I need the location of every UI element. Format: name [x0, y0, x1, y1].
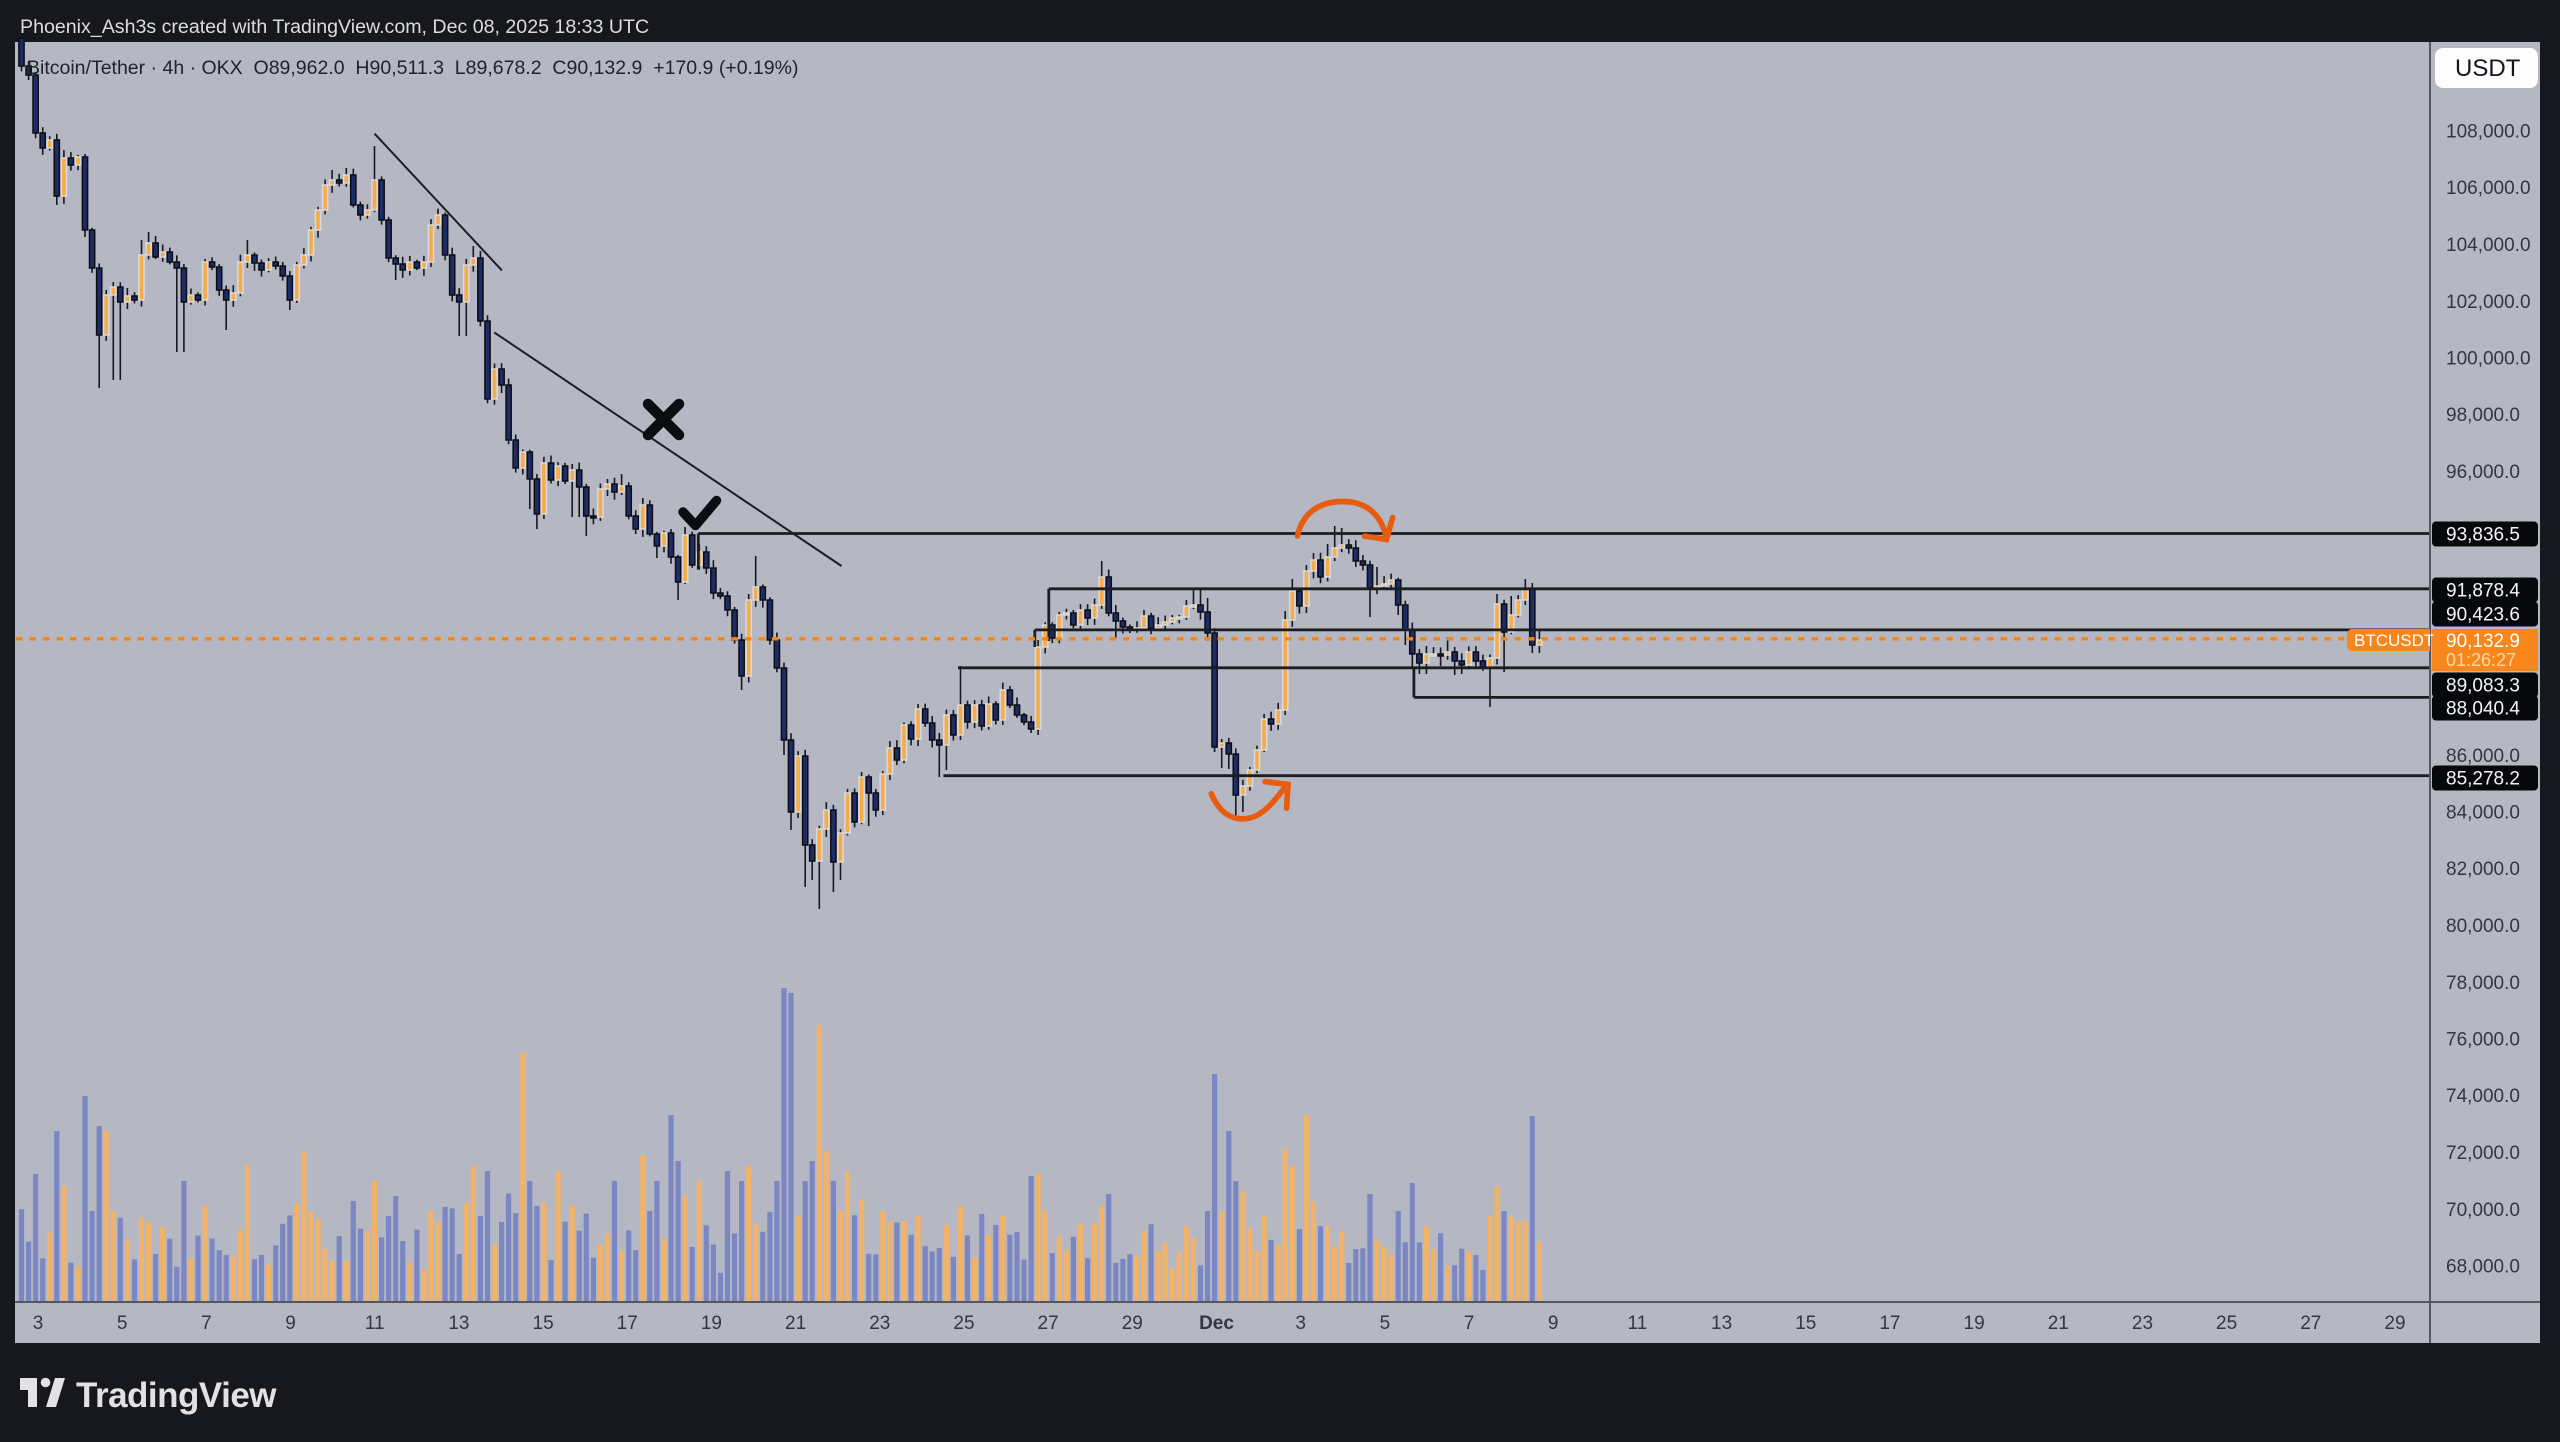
svg-text:13: 13: [448, 1313, 469, 1334]
svg-text:13: 13: [1711, 1313, 1732, 1334]
svg-text:98,000.0: 98,000.0: [2446, 405, 2520, 426]
svg-text:84,000.0: 84,000.0: [2446, 803, 2520, 824]
svg-text:TradingView: TradingView: [76, 1376, 277, 1415]
svg-text:90,423.6: 90,423.6: [2446, 605, 2520, 626]
svg-text:5: 5: [117, 1313, 128, 1334]
svg-text:7: 7: [1464, 1313, 1475, 1334]
svg-text:19: 19: [701, 1313, 722, 1334]
svg-text:91,878.4: 91,878.4: [2446, 581, 2520, 602]
svg-text:96,000.0: 96,000.0: [2446, 462, 2520, 483]
svg-text:90,132.9: 90,132.9: [2446, 631, 2520, 652]
svg-text:68,000.0: 68,000.0: [2446, 1257, 2520, 1278]
svg-text:104,000.0: 104,000.0: [2446, 235, 2531, 256]
svg-text:11: 11: [365, 1313, 385, 1334]
svg-text:74,000.0: 74,000.0: [2446, 1086, 2520, 1107]
svg-text:Phoenix_Ash3s created with Tra: Phoenix_Ash3s created with TradingView.c…: [20, 16, 649, 38]
svg-text:106,000.0: 106,000.0: [2446, 178, 2531, 199]
svg-text:17: 17: [617, 1313, 638, 1334]
svg-text:BTCUSDT: BTCUSDT: [2354, 631, 2434, 650]
svg-text:78,000.0: 78,000.0: [2446, 973, 2520, 994]
svg-text:72,000.0: 72,000.0: [2446, 1143, 2520, 1164]
svg-text:76,000.0: 76,000.0: [2446, 1030, 2520, 1051]
svg-text:19: 19: [1964, 1313, 1985, 1334]
svg-text:3: 3: [33, 1313, 44, 1334]
svg-text:88,040.4: 88,040.4: [2446, 699, 2520, 720]
svg-text:29: 29: [1122, 1313, 1143, 1334]
svg-text:9: 9: [1548, 1313, 1559, 1334]
svg-text:Bitcoin/Tether · 4h · OKX O89: Bitcoin/Tether · 4h · OKX O89,962.0 H90,…: [27, 57, 798, 79]
svg-text:82,000.0: 82,000.0: [2446, 859, 2520, 880]
svg-text:15: 15: [533, 1313, 554, 1334]
svg-text:5: 5: [1380, 1313, 1391, 1334]
svg-text:102,000.0: 102,000.0: [2446, 292, 2531, 313]
svg-text:86,000.0: 86,000.0: [2446, 746, 2520, 767]
svg-text:100,000.0: 100,000.0: [2446, 349, 2531, 370]
svg-text:7: 7: [201, 1313, 212, 1334]
svg-text:93,836.5: 93,836.5: [2446, 525, 2520, 546]
svg-text:21: 21: [785, 1313, 806, 1334]
svg-text:70,000.0: 70,000.0: [2446, 1200, 2520, 1221]
svg-text:17: 17: [1879, 1313, 1900, 1334]
svg-text:15: 15: [1795, 1313, 1816, 1334]
svg-text:80,000.0: 80,000.0: [2446, 916, 2520, 937]
svg-text:108,000.0: 108,000.0: [2446, 122, 2531, 143]
svg-text:27: 27: [2300, 1313, 2321, 1334]
svg-text:USDT: USDT: [2455, 55, 2521, 82]
svg-text:23: 23: [2132, 1313, 2153, 1334]
svg-text:Dec: Dec: [1199, 1313, 1234, 1334]
svg-text:29: 29: [2384, 1313, 2405, 1334]
svg-text:9: 9: [285, 1313, 296, 1334]
svg-text:27: 27: [1038, 1313, 1059, 1334]
svg-text:85,278.2: 85,278.2: [2446, 769, 2520, 790]
svg-text:3: 3: [1295, 1313, 1306, 1334]
svg-text:89,083.3: 89,083.3: [2446, 676, 2520, 697]
svg-text:25: 25: [2216, 1313, 2237, 1334]
svg-text:11: 11: [1628, 1313, 1648, 1334]
svg-text:21: 21: [2048, 1313, 2069, 1334]
svg-text:23: 23: [869, 1313, 890, 1334]
svg-text:01:26:27: 01:26:27: [2446, 650, 2516, 670]
svg-text:25: 25: [953, 1313, 974, 1334]
